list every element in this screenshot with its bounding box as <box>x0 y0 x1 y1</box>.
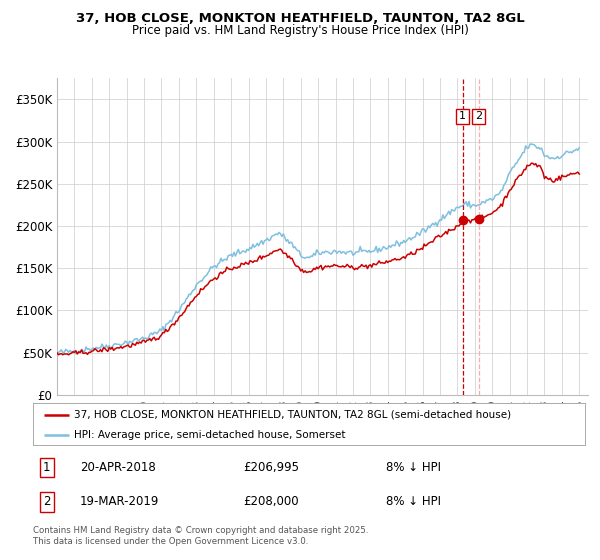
Text: 20-APR-2018: 20-APR-2018 <box>80 461 155 474</box>
Text: 1: 1 <box>43 461 50 474</box>
Text: 8% ↓ HPI: 8% ↓ HPI <box>386 461 441 474</box>
Text: £206,995: £206,995 <box>243 461 299 474</box>
Text: £208,000: £208,000 <box>243 495 298 508</box>
Text: HPI: Average price, semi-detached house, Somerset: HPI: Average price, semi-detached house,… <box>74 430 346 440</box>
Text: 2: 2 <box>475 111 482 122</box>
Text: 1: 1 <box>459 111 466 122</box>
Text: 37, HOB CLOSE, MONKTON HEATHFIELD, TAUNTON, TA2 8GL: 37, HOB CLOSE, MONKTON HEATHFIELD, TAUNT… <box>76 12 524 25</box>
Text: 19-MAR-2019: 19-MAR-2019 <box>80 495 159 508</box>
Text: 2: 2 <box>43 495 50 508</box>
Text: 37, HOB CLOSE, MONKTON HEATHFIELD, TAUNTON, TA2 8GL (semi-detached house): 37, HOB CLOSE, MONKTON HEATHFIELD, TAUNT… <box>74 410 512 420</box>
Text: Price paid vs. HM Land Registry's House Price Index (HPI): Price paid vs. HM Land Registry's House … <box>131 24 469 36</box>
Text: Contains HM Land Registry data © Crown copyright and database right 2025.
This d: Contains HM Land Registry data © Crown c… <box>33 526 368 546</box>
Text: 8% ↓ HPI: 8% ↓ HPI <box>386 495 441 508</box>
